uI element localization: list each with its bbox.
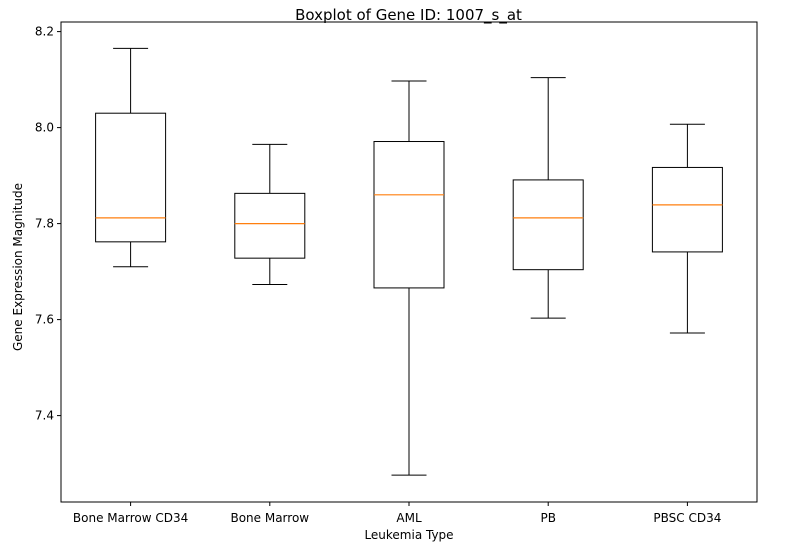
box-iqr (234, 192, 306, 259)
box-group (234, 143, 306, 286)
plot-area (95, 47, 723, 476)
y-tick-label: 8.2 (35, 25, 54, 39)
box-iqr (651, 166, 723, 253)
box-group (373, 80, 445, 476)
y-tick-label: 7.8 (35, 217, 54, 231)
x-axis: Bone Marrow CD34 Bone Marrow AML PB PBSC CD3… (73, 502, 721, 525)
box-iqr (95, 112, 167, 243)
chart-title: Boxplot of Gene ID: 1007_s_at (295, 6, 522, 25)
y-axis-label: Gene Expression Magnitude (11, 183, 25, 351)
x-axis-label: Leukemia Type (364, 528, 453, 542)
box-iqr (373, 141, 445, 289)
y-tick-label: 8.0 (35, 121, 54, 135)
box-group (95, 47, 167, 268)
x-tick-label: Bone Marrow (230, 511, 309, 525)
y-tick-label: 7.6 (35, 313, 54, 327)
box-iqr (512, 179, 584, 271)
y-axis: 7.4 7.6 7.8 8.0 8.2 (35, 25, 61, 423)
box-group (512, 77, 584, 319)
y-tick-label: 7.4 (35, 409, 54, 423)
x-tick-label: PBSC CD34 (653, 511, 721, 525)
x-tick-label: PB (540, 511, 555, 525)
x-tick-label: Bone Marrow CD34 (73, 511, 188, 525)
x-tick-label: AML (396, 511, 422, 525)
box-group (651, 123, 723, 334)
